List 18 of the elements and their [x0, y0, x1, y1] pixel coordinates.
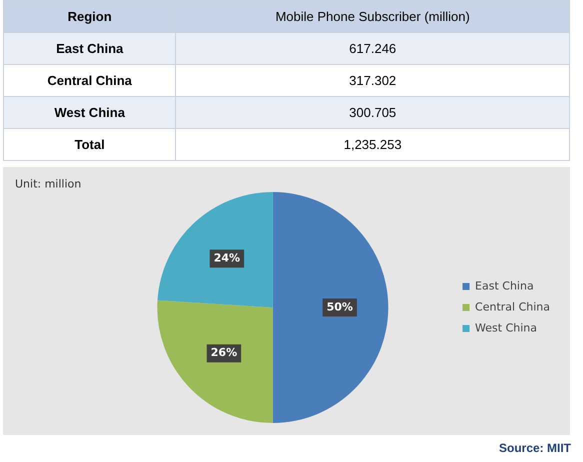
category-label: East China	[56, 41, 124, 56]
text: 617.246	[176, 32, 570, 64]
text: Total	[4, 128, 176, 160]
data-label: 26%	[210, 346, 238, 360]
text: 1,235.253	[176, 128, 570, 160]
legend-label: West China	[475, 321, 537, 334]
legend-label: Central China	[475, 300, 550, 314]
text: 317.302	[176, 64, 570, 96]
legend-label: East China	[475, 279, 534, 292]
text: Region	[4, 0, 176, 32]
text: Unit: million	[15, 177, 82, 190]
text: 300.705	[176, 96, 570, 128]
data-label: 50%	[326, 300, 353, 314]
source-note: Source: MIIT	[498, 441, 571, 455]
data-label: 24%	[214, 252, 240, 265]
category-label: West China	[54, 105, 125, 120]
text: Mobile Phone Subscriber (million)	[176, 0, 570, 32]
category-label: Central China	[47, 73, 132, 88]
